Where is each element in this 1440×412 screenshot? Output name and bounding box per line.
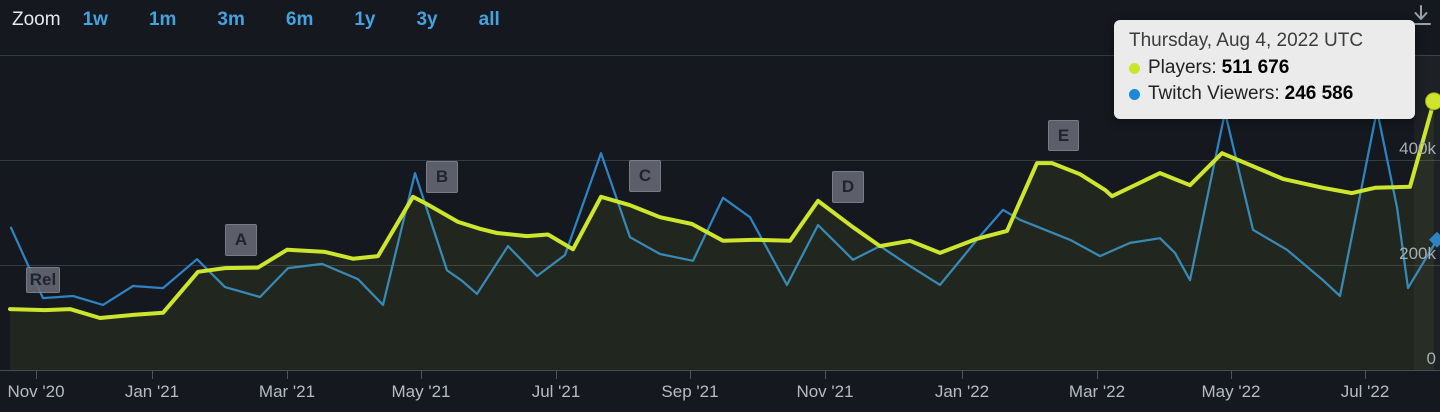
y-axis-label: 200k (1399, 244, 1436, 263)
zoom-range-1m[interactable]: 1m (148, 9, 177, 30)
event-flag-d[interactable]: D (832, 171, 864, 203)
x-axis-label: Jul '21 (531, 382, 581, 401)
x-axis-label: Jul '22 (1340, 382, 1390, 401)
x-axis-label: May '22 (1201, 382, 1261, 401)
x-axis-label: Nov '20 (7, 382, 65, 401)
tooltip-row: Players: 511 676 (1129, 55, 1400, 81)
x-axis-label: Nov '21 (796, 382, 854, 401)
twitch-viewers-line[interactable] (9, 108, 1439, 307)
tooltip-rows: Players: 511 676 Twitch Viewers: 246 586 (1129, 55, 1400, 107)
players-line[interactable] (8, 99, 1436, 320)
series-dot-icon (1129, 62, 1140, 74)
x-axis-label: Mar '21 (258, 382, 316, 401)
y-axis-label: 0 (1426, 349, 1436, 368)
x-axis-label: Jan '22 (934, 382, 990, 401)
event-flag-e[interactable]: E (1048, 120, 1079, 151)
zoom-range-group: 1w 1m 3m 6m 1y 3y all (61, 9, 500, 31)
players-point-marker[interactable] (1424, 91, 1440, 112)
zoom-range-3m[interactable]: 3m (217, 9, 245, 30)
download-icon[interactable] (1407, 3, 1435, 29)
x-axis-label: Jan '21 (124, 382, 180, 401)
zoom-toolbar: Zoom 1w 1m 3m 6m 1y 3y all (12, 6, 500, 34)
event-flag-c[interactable]: C (629, 160, 661, 192)
tooltip-date: Thursday, Aug 4, 2022 UTC (1129, 30, 1364, 51)
tooltip-series-value: 246 586 (1284, 83, 1354, 104)
zoom-range-all[interactable]: all (478, 9, 500, 30)
zoom-label: Zoom (12, 9, 61, 30)
x-axis-label: May '21 (391, 382, 451, 401)
download-arrow-head (1414, 12, 1428, 20)
tooltip-row: Twitch Viewers: 246 586 (1129, 81, 1400, 107)
zoom-range-3y[interactable]: 3y (416, 9, 438, 30)
tooltip-series-label: Players: (1148, 57, 1217, 78)
zoom-range-6m[interactable]: 6m (285, 9, 314, 30)
x-axis-label: Mar '22 (1068, 382, 1126, 401)
zoom-range-1w[interactable]: 1w (82, 9, 108, 30)
event-flag-b[interactable]: B (426, 161, 458, 193)
y-axis-label: 400k (1399, 139, 1436, 158)
chart-tooltip: Thursday, Aug 4, 2022 UTC Players: 511 67… (1114, 20, 1415, 119)
twitch-point-marker[interactable] (1429, 231, 1440, 248)
tooltip-series-label: Twitch Viewers: (1148, 83, 1280, 104)
series-dot-icon (1129, 88, 1140, 100)
zoom-range-1y[interactable]: 1y (354, 9, 376, 30)
players-area-fill (10, 101, 1434, 370)
event-flag-a[interactable]: A (225, 224, 257, 256)
tooltip-series-value: 511 676 (1221, 57, 1290, 78)
x-axis-label: Sep '21 (661, 382, 719, 401)
event-flag-rel[interactable]: Rel (26, 267, 60, 293)
